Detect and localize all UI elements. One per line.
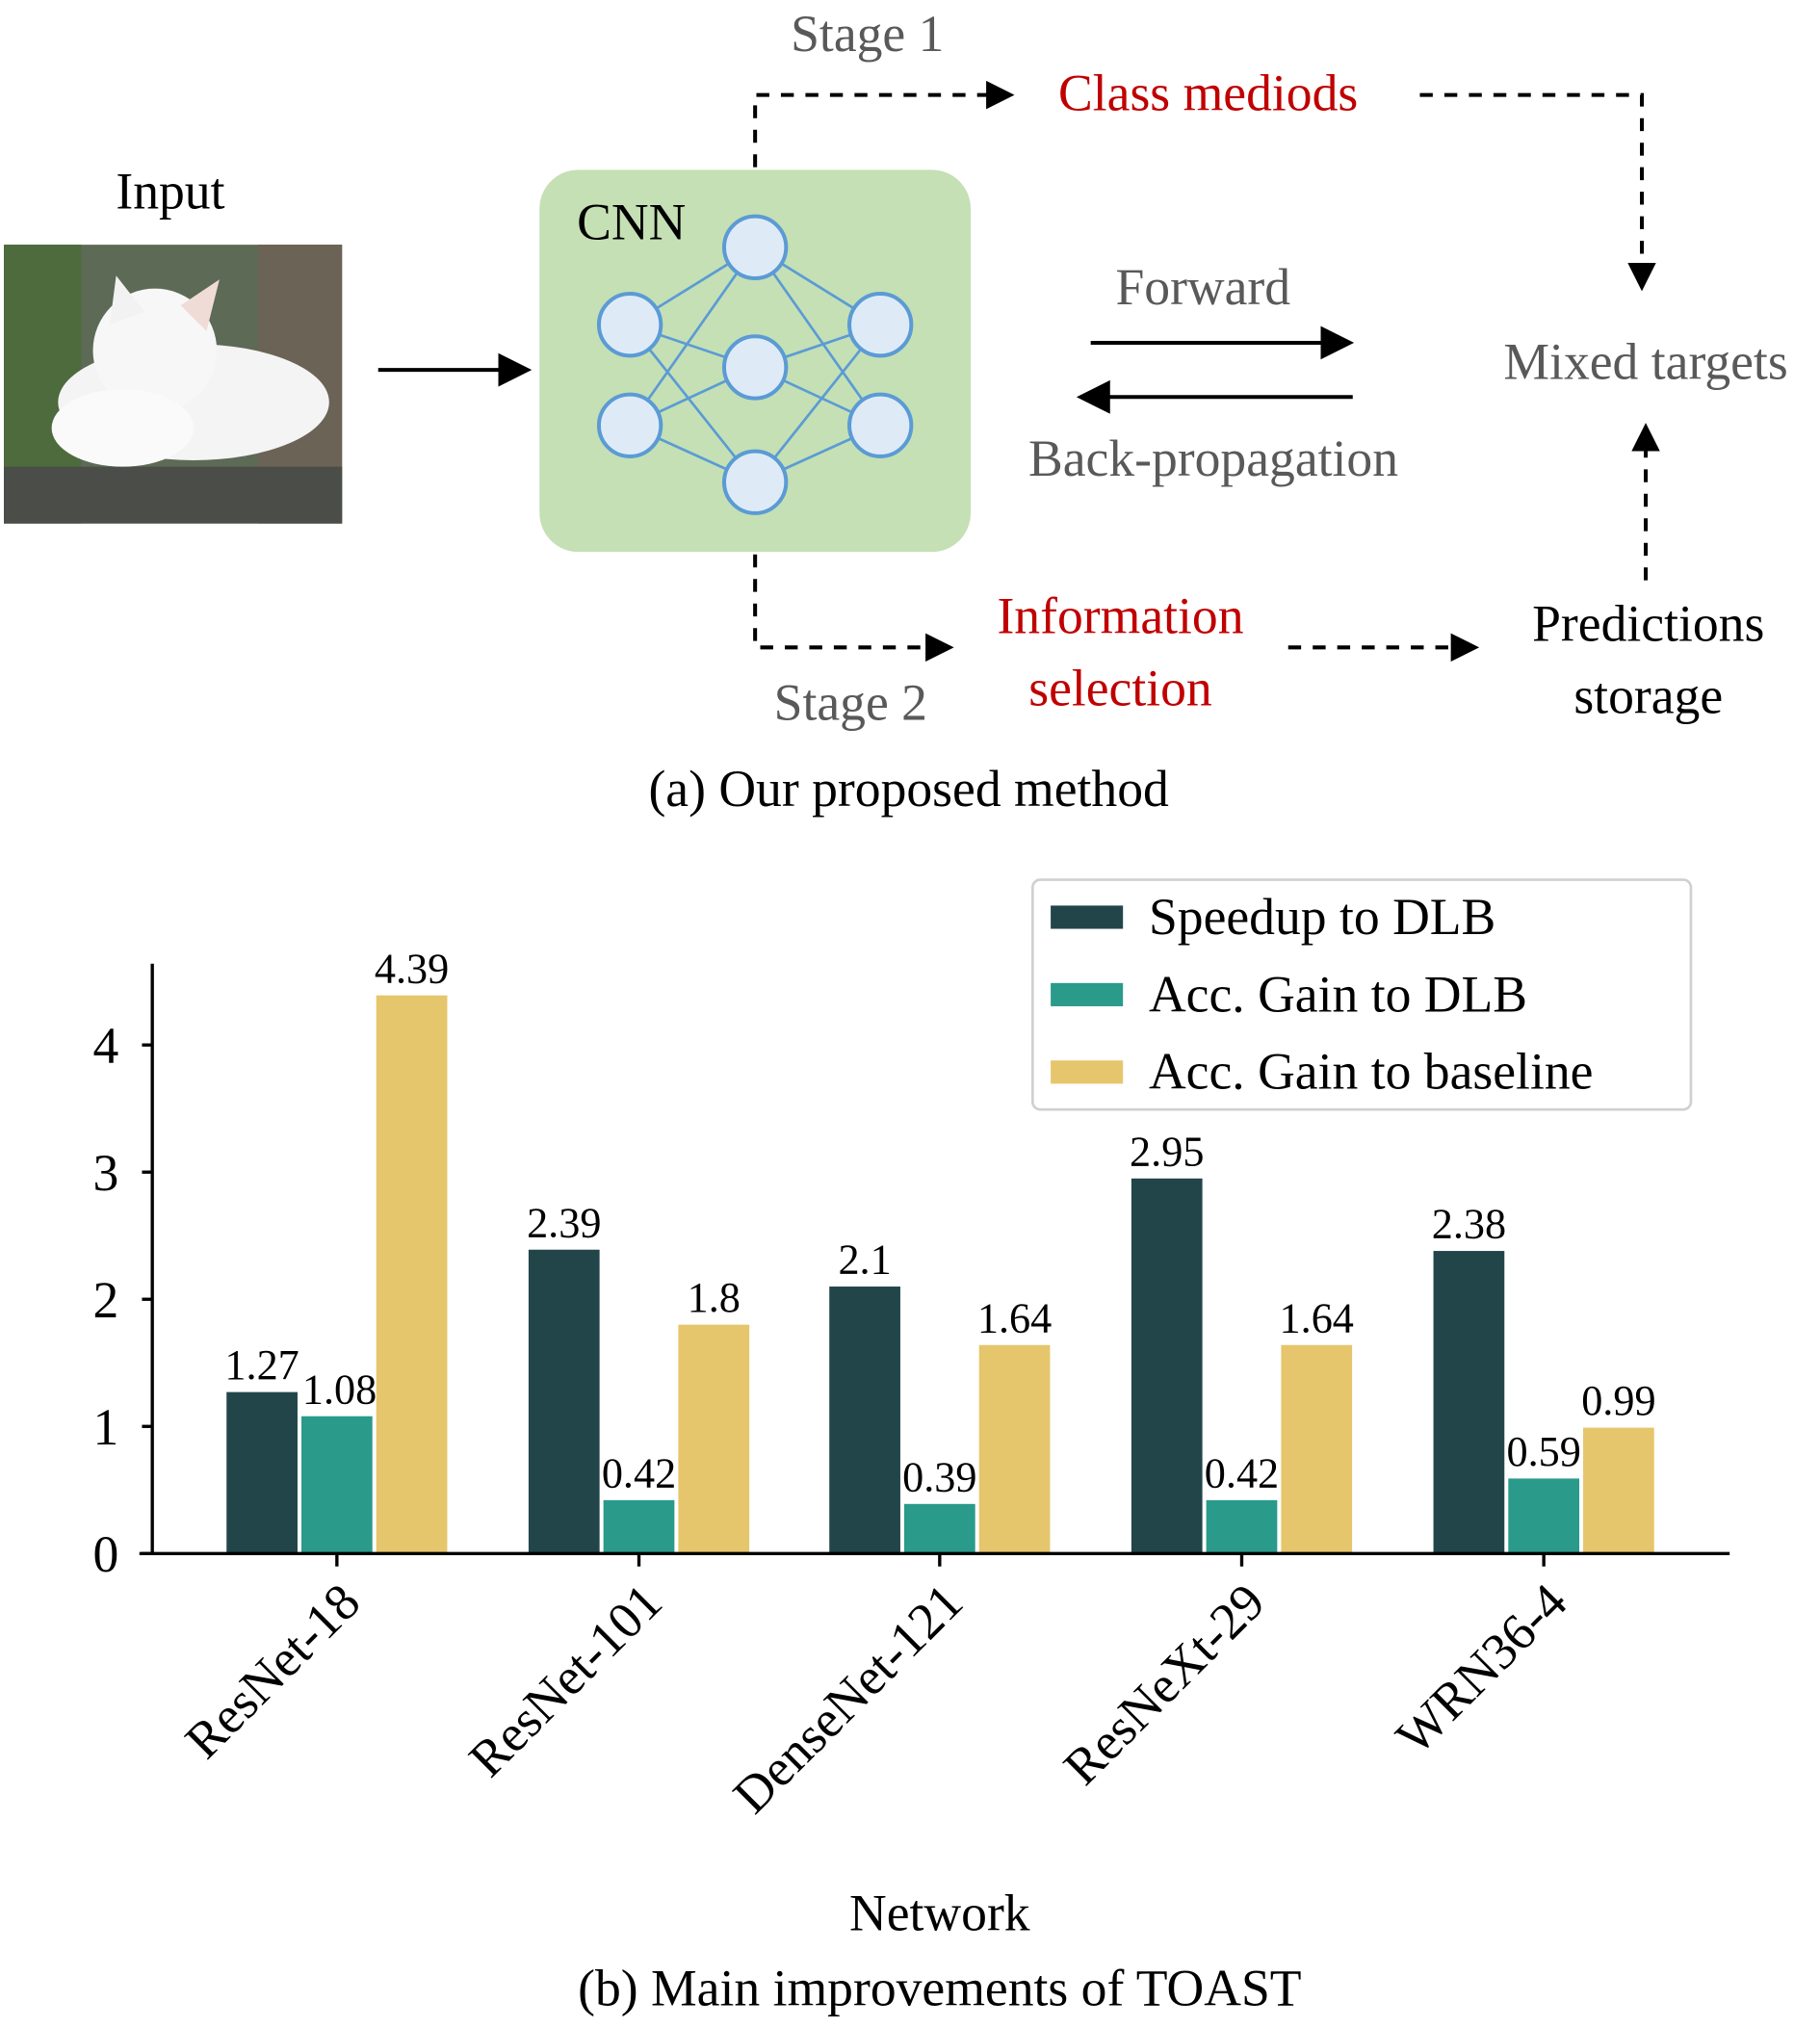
bar <box>1508 1478 1580 1554</box>
bar <box>903 1503 975 1554</box>
bar <box>978 1344 1051 1554</box>
legend-swatch <box>1051 1060 1124 1084</box>
neural-network-icon <box>596 214 914 515</box>
bar-value-label: 0.42 <box>602 1449 676 1496</box>
x-tick-label: ResNeXt-29 <box>1053 1573 1276 1796</box>
bar <box>1583 1427 1654 1554</box>
bar <box>1281 1344 1353 1554</box>
caption-b: (b) Main improvements of TOAST <box>578 1959 1301 2016</box>
bar-value-label: 0.42 <box>1205 1449 1279 1496</box>
legend-label: Acc. Gain to baseline <box>1149 1043 1593 1101</box>
bar-value-label: 1.8 <box>688 1274 741 1321</box>
class-mediods-label: Class mediods <box>1058 65 1358 122</box>
bar-value-label: 2.95 <box>1130 1128 1204 1175</box>
bar <box>528 1249 600 1554</box>
bar <box>300 1416 373 1554</box>
nn-node <box>846 292 914 358</box>
bar <box>829 1287 900 1554</box>
x-tick-label: ResNet-101 <box>457 1573 673 1788</box>
legend-swatch <box>1051 982 1124 1006</box>
nn-node <box>721 449 789 515</box>
predictions-storage-line2: storage <box>1573 667 1723 725</box>
x-tick-label: DenseNet-121 <box>722 1573 974 1824</box>
input-label: Input <box>116 163 224 221</box>
bar-value-label: 1.27 <box>224 1341 299 1389</box>
bar <box>1206 1499 1278 1554</box>
stage2-arrow <box>753 554 954 663</box>
bar-value-label: 0.59 <box>1506 1428 1580 1475</box>
y-tick-label: 4 <box>93 1017 119 1075</box>
legend-label: Acc. Gain to DLB <box>1149 965 1527 1023</box>
bar-value-label: 2.39 <box>527 1199 601 1246</box>
mediods-to-targets-arrow <box>1419 92 1656 292</box>
bar-value-label: 1.08 <box>302 1365 377 1413</box>
bar-value-label: 0.99 <box>1581 1377 1655 1424</box>
bar-value-label: 1.64 <box>1280 1294 1354 1341</box>
information-selection-line2: selection <box>1028 660 1212 717</box>
forward-label: Forward <box>1115 258 1290 316</box>
nn-node <box>846 392 914 458</box>
nn-edge <box>629 324 757 483</box>
bar-value-label: 1.64 <box>977 1294 1052 1341</box>
nn-node <box>721 334 789 401</box>
cat-image <box>4 245 343 524</box>
mixed-targets-label: Mixed targets <box>1503 333 1787 391</box>
bar <box>1433 1251 1505 1554</box>
x-tick-label: WRN36-4 <box>1385 1573 1577 1765</box>
bar-value-label: 4.39 <box>375 945 449 992</box>
information-selection-line1: Information <box>997 587 1243 645</box>
bar-chart: 1.27 2.39 2.1 2.95 2.38 1.08 0.42 0.39 0.42 0.59 4… <box>93 878 1730 2016</box>
bar <box>603 1499 675 1554</box>
y-tick-label: 2 <box>93 1271 119 1329</box>
x-axis-label: Network <box>849 1885 1030 1942</box>
nn-node <box>596 392 663 458</box>
legend-swatch <box>1051 905 1124 929</box>
nn-node <box>596 292 663 358</box>
legend: Speedup to DLB Acc. Gain to DLB Acc. Gain … <box>1031 878 1693 1111</box>
bar-value-label: 2.1 <box>838 1236 891 1284</box>
legend-label: Speedup to DLB <box>1149 888 1495 946</box>
bar <box>678 1324 750 1554</box>
nn-edge <box>754 324 882 483</box>
bar <box>1131 1178 1203 1554</box>
nn-edge <box>629 247 757 427</box>
x-tick-label: ResNet-18 <box>174 1573 372 1770</box>
stage1-label: Stage 1 <box>791 5 944 63</box>
stage2-label: Stage 2 <box>774 673 927 731</box>
bar-value-label: 0.39 <box>902 1453 976 1500</box>
nn-node <box>721 214 789 280</box>
bar <box>226 1391 298 1554</box>
y-tick-label: 1 <box>93 1398 119 1456</box>
bar <box>376 995 448 1554</box>
backprop-label: Back-propagation <box>1028 429 1398 487</box>
y-tick-label: 3 <box>93 1144 119 1202</box>
method-diagram: Input CNN Stage 1 Class mediods Forward <box>4 5 1788 818</box>
nn-edge <box>754 247 882 427</box>
predictions-storage-line1: Predictions <box>1532 595 1764 653</box>
caption-a: (a) Our proposed method <box>648 760 1169 818</box>
bar-value-label: 2.38 <box>1432 1201 1506 1248</box>
stage1-arrow <box>753 80 1015 168</box>
cnn-label: CNN <box>577 194 686 251</box>
y-tick-label: 0 <box>93 1525 119 1583</box>
